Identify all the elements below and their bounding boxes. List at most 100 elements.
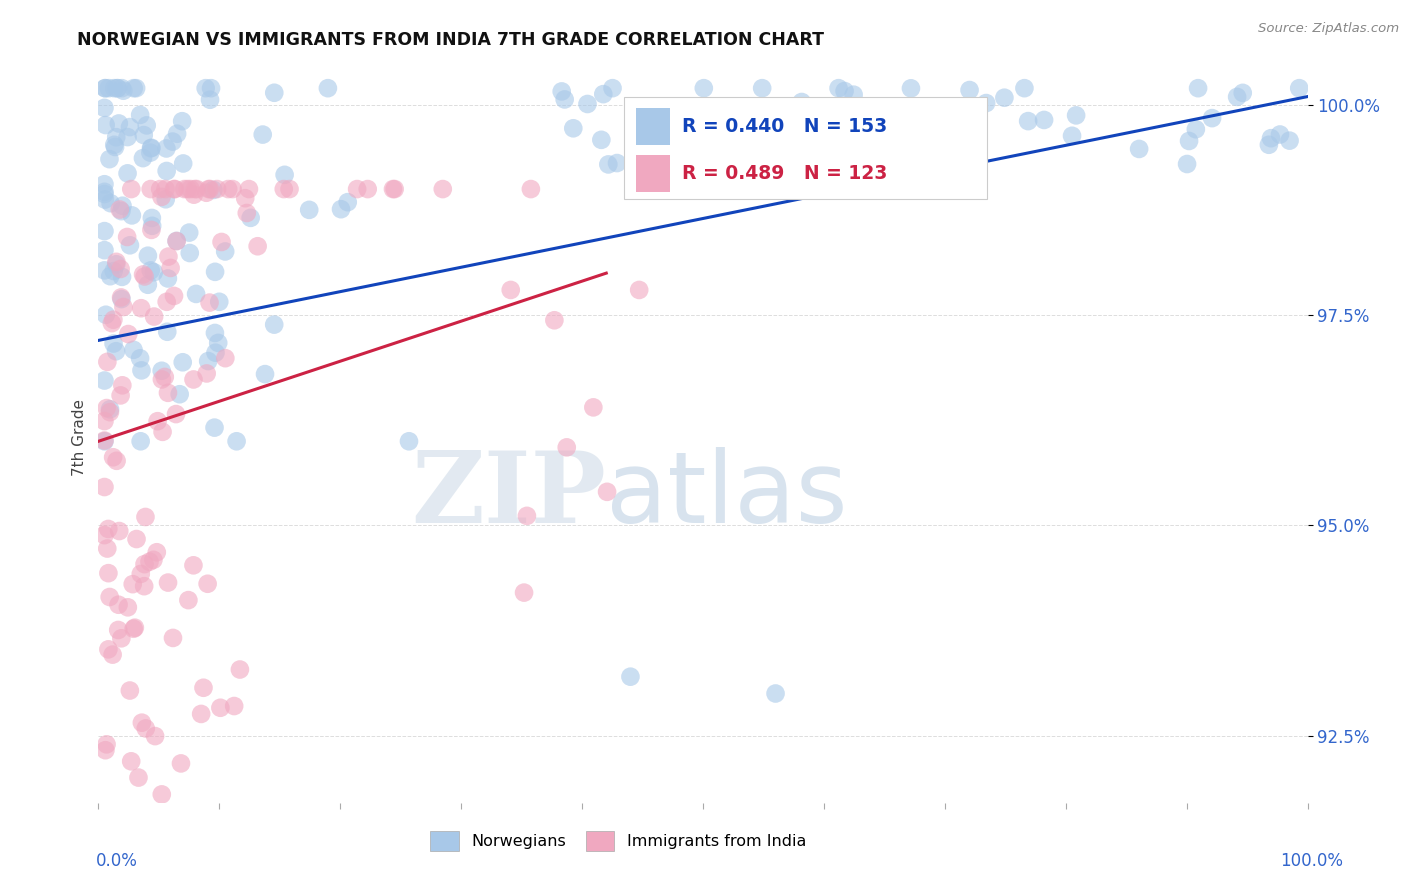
Point [176, 182, 198, 196]
Point [96, 355, 118, 369]
Point [631, 182, 654, 196]
Point [432, 182, 454, 196]
Point [554, 92, 576, 106]
Point [142, 553, 165, 567]
Point [131, 363, 153, 377]
Point [184, 287, 207, 301]
Point [198, 93, 221, 107]
Point [628, 283, 651, 297]
Point [773, 120, 796, 134]
Text: Source: ZipAtlas.com: Source: ZipAtlas.com [1258, 22, 1399, 36]
Point [900, 81, 922, 95]
Point [198, 295, 221, 310]
Point [129, 434, 152, 449]
Point [598, 157, 620, 171]
Point [150, 372, 173, 386]
Point [131, 715, 153, 730]
Point [555, 441, 578, 455]
Point [156, 325, 179, 339]
Point [115, 230, 138, 244]
Point [96, 541, 118, 556]
Text: NORWEGIAN VS IMMIGRANTS FROM INDIA 7TH GRADE CORRELATION CHART: NORWEGIAN VS IMMIGRANTS FROM INDIA 7TH G… [77, 31, 824, 49]
Point [173, 182, 195, 196]
Text: R = 0.440   N = 153: R = 0.440 N = 153 [682, 117, 887, 136]
Point [194, 81, 217, 95]
Point [170, 756, 193, 771]
Point [1175, 157, 1198, 171]
Point [520, 182, 543, 196]
Point [93, 434, 115, 448]
Point [142, 265, 165, 279]
Point [233, 191, 256, 205]
Point [105, 255, 128, 269]
Point [93, 243, 115, 257]
Point [834, 120, 856, 134]
Point [159, 260, 181, 275]
Point [740, 134, 762, 148]
Point [1060, 128, 1083, 143]
Point [1268, 128, 1291, 142]
Point [132, 151, 155, 165]
Point [993, 91, 1015, 105]
Point [186, 182, 208, 196]
Point [398, 434, 420, 449]
Point [94, 81, 117, 95]
Point [97, 566, 120, 581]
Point [111, 269, 134, 284]
Point [132, 268, 155, 282]
Point [93, 528, 115, 542]
Point [1232, 86, 1254, 100]
Point [163, 182, 186, 196]
Point [134, 510, 156, 524]
Point [162, 631, 184, 645]
Point [693, 81, 716, 95]
Point [105, 130, 128, 145]
Point [190, 706, 212, 721]
Point [918, 133, 941, 147]
Point [246, 239, 269, 253]
Point [122, 622, 145, 636]
Point [298, 202, 321, 217]
Point [254, 367, 277, 381]
Point [214, 244, 236, 259]
Point [211, 235, 233, 249]
Point [98, 269, 121, 284]
Point [862, 107, 884, 121]
Point [204, 420, 226, 434]
Point [129, 108, 152, 122]
Point [619, 670, 641, 684]
Point [278, 182, 301, 196]
Point [110, 388, 132, 402]
Point [842, 87, 865, 102]
Point [108, 202, 131, 217]
Point [156, 164, 179, 178]
Point [1064, 108, 1087, 122]
Point [166, 127, 188, 141]
Point [229, 663, 252, 677]
Point [141, 211, 163, 225]
Text: R = 0.489   N = 123: R = 0.489 N = 123 [682, 164, 887, 183]
Point [156, 294, 179, 309]
Point [93, 224, 115, 238]
Point [207, 335, 229, 350]
Point [513, 585, 536, 599]
Point [105, 344, 128, 359]
Point [136, 277, 159, 292]
Point [183, 187, 205, 202]
Point [596, 484, 619, 499]
Point [98, 152, 121, 166]
Point [111, 81, 134, 95]
Point [107, 598, 129, 612]
Point [1033, 112, 1056, 127]
FancyBboxPatch shape [624, 97, 987, 200]
Point [166, 234, 188, 248]
Point [834, 84, 856, 98]
Point [236, 206, 259, 220]
Point [96, 737, 118, 751]
Point [959, 83, 981, 97]
Point [110, 632, 132, 646]
Point [1257, 137, 1279, 152]
Point [93, 101, 115, 115]
Point [93, 480, 115, 494]
Point [224, 699, 246, 714]
